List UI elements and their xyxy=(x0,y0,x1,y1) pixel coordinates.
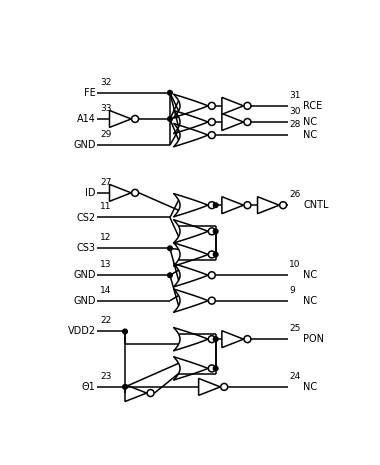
Circle shape xyxy=(208,365,215,372)
Circle shape xyxy=(131,189,139,196)
Text: CNTL: CNTL xyxy=(303,200,329,210)
Circle shape xyxy=(147,390,154,397)
Circle shape xyxy=(213,229,218,234)
Circle shape xyxy=(244,336,251,343)
Text: 12: 12 xyxy=(100,233,112,242)
Circle shape xyxy=(208,228,215,235)
Text: PON: PON xyxy=(303,334,324,344)
Circle shape xyxy=(131,115,139,122)
Text: GND: GND xyxy=(73,140,95,150)
Text: CS2: CS2 xyxy=(76,213,95,222)
Circle shape xyxy=(208,202,215,209)
Text: 11: 11 xyxy=(100,202,112,211)
Text: FE: FE xyxy=(84,88,95,98)
Circle shape xyxy=(208,102,215,109)
Text: GND: GND xyxy=(73,296,95,306)
Circle shape xyxy=(168,246,172,251)
Text: 24: 24 xyxy=(289,372,301,381)
Text: NC: NC xyxy=(303,296,317,306)
Circle shape xyxy=(208,272,215,279)
Text: NC: NC xyxy=(303,117,317,127)
Text: RCE: RCE xyxy=(303,101,323,111)
Circle shape xyxy=(213,337,218,341)
Text: NC: NC xyxy=(303,382,317,392)
Text: 33: 33 xyxy=(100,104,112,113)
Text: 10: 10 xyxy=(289,260,301,269)
Circle shape xyxy=(208,119,215,126)
Circle shape xyxy=(244,119,251,126)
Text: ID: ID xyxy=(85,188,95,198)
Text: 27: 27 xyxy=(100,178,112,187)
Text: CS3: CS3 xyxy=(76,243,95,253)
Text: 25: 25 xyxy=(289,324,301,333)
Circle shape xyxy=(208,251,215,258)
Text: Θ1: Θ1 xyxy=(82,382,95,392)
Circle shape xyxy=(213,252,218,257)
Circle shape xyxy=(168,273,172,278)
Circle shape xyxy=(213,366,218,371)
Text: 23: 23 xyxy=(100,372,112,381)
Text: 13: 13 xyxy=(100,260,112,269)
Circle shape xyxy=(168,117,172,121)
Text: VDD2: VDD2 xyxy=(67,326,95,337)
Text: NC: NC xyxy=(303,130,317,140)
Text: NC: NC xyxy=(303,270,317,280)
Text: 26: 26 xyxy=(289,190,301,199)
Circle shape xyxy=(244,102,251,109)
Circle shape xyxy=(221,384,228,390)
Text: 9: 9 xyxy=(289,286,295,294)
Text: 29: 29 xyxy=(100,130,112,139)
Circle shape xyxy=(123,385,127,389)
Circle shape xyxy=(208,336,215,343)
Circle shape xyxy=(213,203,218,207)
Circle shape xyxy=(208,297,215,304)
Text: 14: 14 xyxy=(100,286,112,294)
Text: GND: GND xyxy=(73,270,95,280)
Text: 28: 28 xyxy=(289,120,301,129)
Text: A14: A14 xyxy=(77,114,95,124)
Text: 31: 31 xyxy=(289,91,301,100)
Circle shape xyxy=(244,202,251,209)
Text: 22: 22 xyxy=(100,316,111,326)
Text: 30: 30 xyxy=(289,107,301,116)
Text: 32: 32 xyxy=(100,78,112,86)
Circle shape xyxy=(168,91,172,95)
Circle shape xyxy=(208,132,215,139)
Circle shape xyxy=(280,202,287,209)
Circle shape xyxy=(123,329,127,334)
